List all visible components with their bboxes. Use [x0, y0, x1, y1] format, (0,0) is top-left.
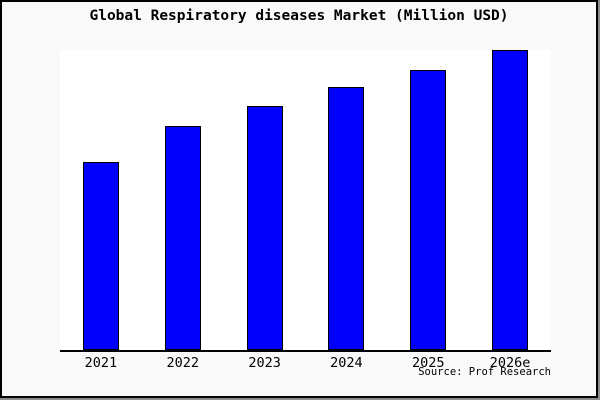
- bar-2026e: [492, 50, 529, 350]
- x-tick-label-2025: 2025: [411, 355, 445, 371]
- bar-2024: [328, 87, 365, 350]
- x-tick-label-2023: 2023: [248, 355, 281, 371]
- x-axis-labels: 2021 2022 2023 2024 2025 2026e: [60, 355, 551, 371]
- bar-2022: [164, 126, 201, 350]
- source-note: Source: Prof Research: [418, 366, 551, 378]
- x-tick-label-2022: 2022: [166, 355, 200, 371]
- x-tick-label-2021: 2021: [84, 355, 118, 371]
- bar-2021: [82, 162, 119, 350]
- bar-2025: [410, 70, 447, 350]
- plot-area: [60, 50, 551, 352]
- x-tick-label-2024: 2024: [330, 355, 363, 371]
- bar-2023: [246, 106, 283, 350]
- chart-title: Global Respiratory diseases Market (Mill…: [89, 8, 509, 24]
- x-tick-label-2026e: 2026e: [489, 355, 531, 371]
